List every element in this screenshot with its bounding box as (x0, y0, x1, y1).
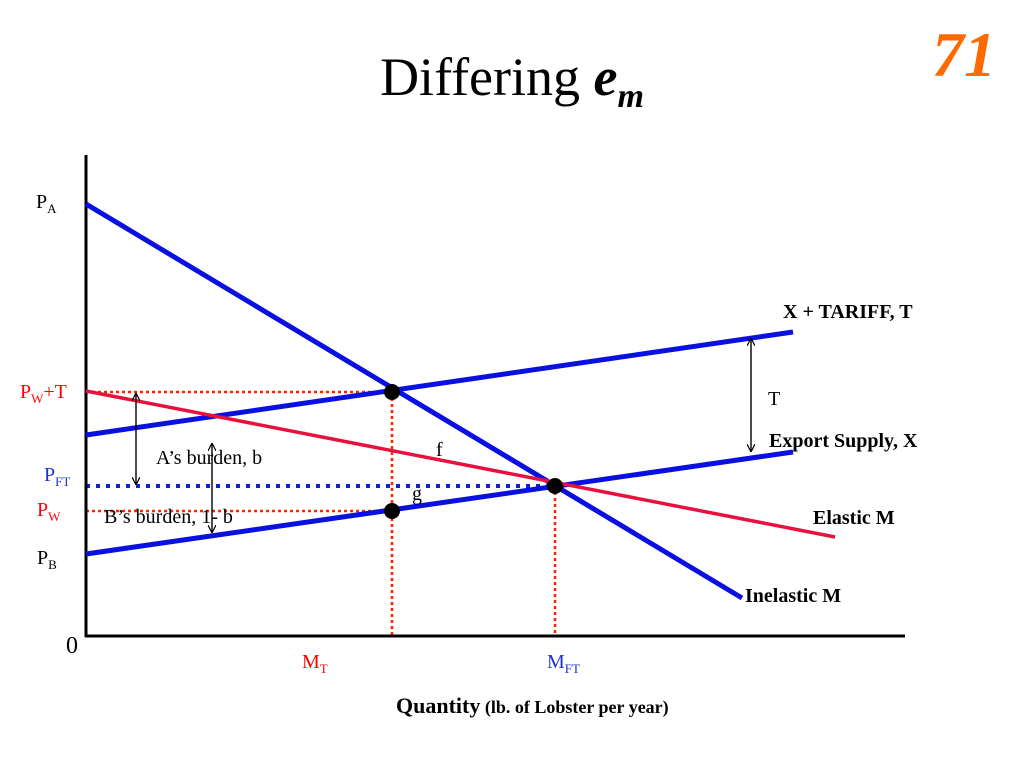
x-plus-tariff-curve (85, 329, 794, 438)
area-g-label: g (412, 483, 422, 505)
b-burden-label: B’s burden, 1- b (104, 506, 233, 528)
title-em: e (593, 47, 618, 107)
pb-label: PB (37, 547, 57, 572)
free-trade-equilibrium-dot (547, 478, 563, 494)
elastic-m-label: Elastic M (813, 507, 895, 529)
inelastic-m-curve (84, 201, 744, 601)
pw-point-dot (384, 503, 400, 519)
pft-label: PFT (44, 464, 70, 489)
origin-label: 0 (66, 633, 78, 659)
x-axis-title: Quantity (lb. of Lobster per year) (396, 693, 669, 718)
slide-number: 71 (932, 19, 996, 90)
title-text: Differing (380, 47, 594, 107)
mt-label: MT (302, 651, 328, 676)
pa-label: PA (36, 191, 57, 216)
tariff-t-label: T (768, 388, 780, 410)
pwt-label: PW+T (20, 381, 67, 406)
export-supply-curve (85, 449, 794, 557)
a-burden-label: A’s burden, b (156, 447, 262, 469)
area-f-label: f (436, 439, 443, 461)
export-supply-label: Export Supply, X (769, 430, 918, 452)
slide-title: Differing em (0, 46, 1024, 116)
mft-label: MFT (547, 651, 580, 676)
x-plus-tariff-label: X + TARIFF, T (783, 301, 913, 323)
pw-label: PW (37, 499, 61, 524)
elastic-m-curve (85, 389, 836, 539)
title-sub: m (617, 77, 644, 115)
tariff-equilibrium-dot (384, 384, 400, 400)
inelastic-m-label: Inelastic M (745, 585, 841, 607)
